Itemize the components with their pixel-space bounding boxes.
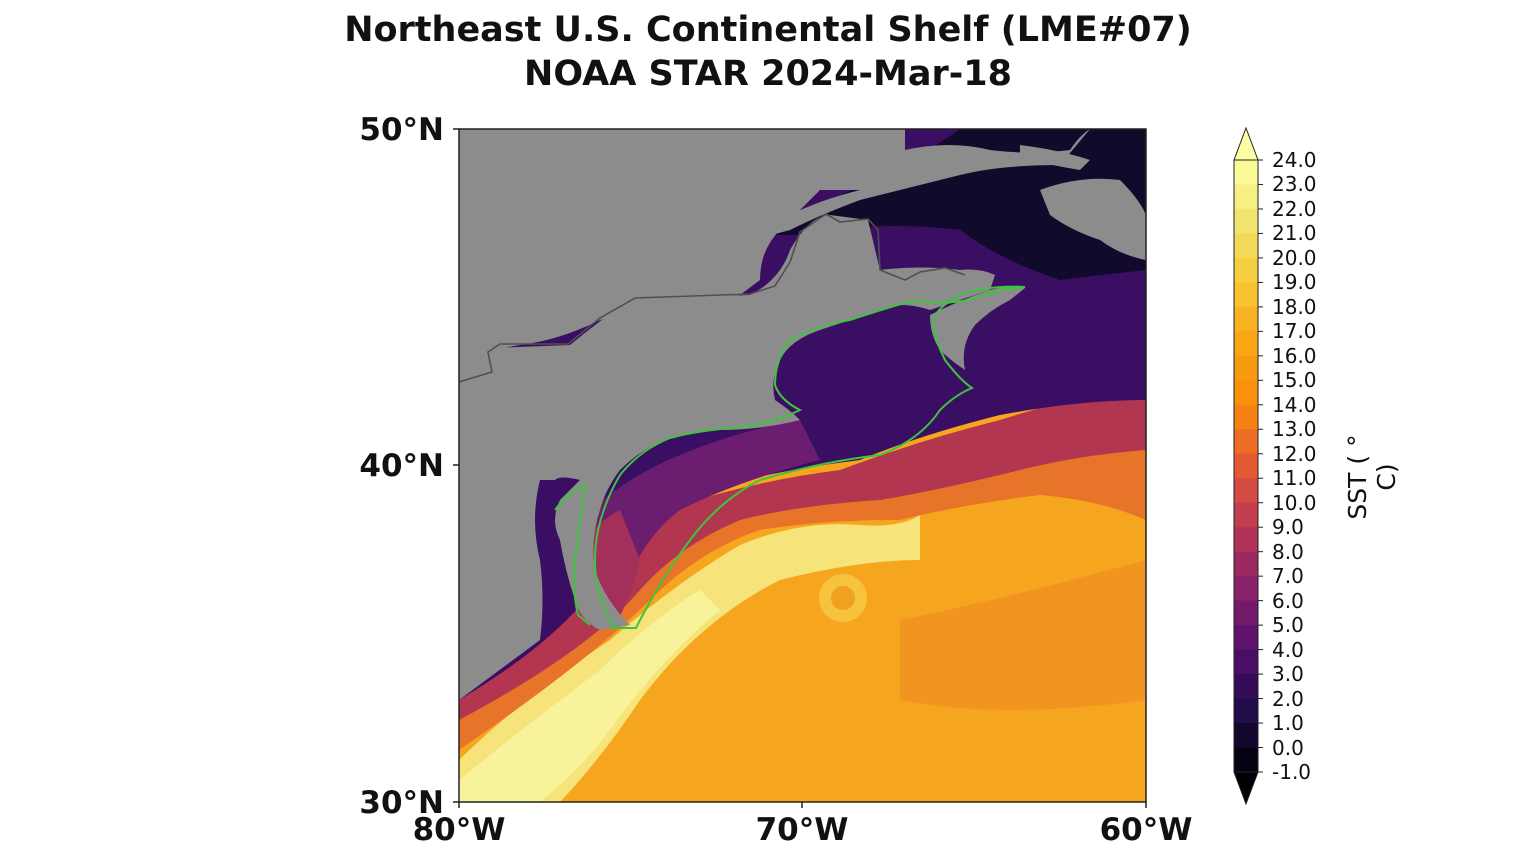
colorbar-segment [1234, 184, 1258, 210]
colorbar-tick-label: 3.0 [1272, 662, 1304, 687]
colorbar-tick-label: 15.0 [1272, 368, 1317, 393]
border-line [459, 213, 966, 383]
colorbar-segment [1234, 233, 1258, 259]
lon-label-80w: 80°W [412, 812, 506, 848]
newfoundland [1040, 178, 1146, 260]
colorbar-segment [1234, 306, 1258, 332]
colorbar-segment [1234, 723, 1258, 749]
colorbar-tick-label: 24.0 [1272, 148, 1317, 172]
colorbar-segment [1234, 453, 1258, 479]
lon-label-70w: 70°W [755, 812, 849, 848]
front-orange [459, 440, 1146, 750]
colorbar-tick-label: 21.0 [1272, 221, 1317, 246]
colorbar-tick-label: 19.0 [1272, 270, 1317, 295]
map-subtitle: NOAA STAR 2024-Mar-18 [524, 54, 1012, 94]
chesapeake-coast [554, 483, 591, 626]
colorbar-segment [1234, 355, 1258, 381]
colorbar-tick-label: 11.0 [1272, 466, 1317, 491]
colorbar-segment [1234, 282, 1258, 308]
colorbar-tick-label: 23.0 [1272, 172, 1317, 197]
colorbar-segment [1234, 404, 1258, 430]
colorbar-segment [1234, 502, 1258, 528]
colorbar-tick-label: 14.0 [1272, 392, 1317, 417]
colorbar-frame [1233, 159, 1259, 773]
colorbar-segment [1234, 429, 1258, 455]
lme-boundary [610, 285, 1026, 629]
slope-water [459, 380, 1146, 720]
colorbar-segment [1234, 331, 1258, 357]
colorbar-tick-label: 17.0 [1272, 319, 1317, 344]
coastline [594, 286, 1026, 629]
colorbar-tick-label: 20.0 [1272, 245, 1317, 270]
lon-label-60w: 60°W [1099, 812, 1193, 848]
map-title: Northeast U.S. Continental Shelf (LME#07… [344, 10, 1192, 50]
warm-eddy-core [831, 586, 855, 610]
lat-label-30n: 30°N [359, 785, 444, 821]
cold-north [760, 129, 1146, 280]
lat-label-50n: 50°N [359, 112, 444, 148]
colorbar-tick-label: 18.0 [1272, 294, 1317, 319]
lat-label-40n: 40°N [359, 448, 444, 484]
colorbar-tick-label: 8.0 [1272, 539, 1304, 564]
colorbar-tick-label: 9.0 [1272, 515, 1304, 540]
colorbar-segment [1234, 576, 1258, 602]
gulf-island [1020, 145, 1090, 170]
colorbar-tick-label: 22.0 [1272, 196, 1317, 221]
colorbar-extend-min [1233, 771, 1259, 806]
gulf-stream-core [459, 590, 720, 802]
colorbar-tick-label: 13.0 [1272, 417, 1317, 442]
colorbar-tick-label: 16.0 [1272, 343, 1317, 368]
us-land [459, 215, 995, 700]
sst-colorbar [1233, 126, 1263, 806]
colorbar-title: SST ( ° C) [1343, 434, 1401, 520]
colorbar-segment [1234, 257, 1258, 283]
colorbar-segment [1234, 625, 1258, 651]
land-mass [459, 129, 1090, 385]
colorbar-segment [1234, 649, 1258, 675]
colorbar-segment [1234, 551, 1258, 577]
colorbar-segment [1234, 600, 1258, 626]
colorbar-tick-label: 10.0 [1272, 490, 1317, 515]
colorbar-segment [1234, 527, 1258, 553]
colorbar-segment [1234, 208, 1258, 235]
colorbar-tick-label: 5.0 [1272, 613, 1304, 638]
colorbar-tick-label: 2.0 [1272, 686, 1304, 711]
colorbar-tick-label: 7.0 [1272, 564, 1304, 589]
colorbar-segment [1234, 698, 1258, 724]
ocean-orange-patch [900, 560, 1146, 710]
colorbar-segment [1234, 478, 1258, 504]
colorbar-extend-max [1233, 126, 1259, 161]
mid-atlantic-shelf [580, 420, 820, 620]
colorbar-tick-label: 0.0 [1272, 735, 1304, 760]
nova-scotia [930, 286, 1025, 370]
colorbar-tick-label: -1.0 [1272, 760, 1312, 784]
colorbar-segment [1234, 747, 1258, 773]
colorbar-segment [1234, 160, 1258, 186]
colorbar-segment [1234, 380, 1258, 406]
colorbar-tick-label: 6.0 [1272, 588, 1304, 613]
colorbar-segment [1234, 674, 1258, 700]
colorbar-tick-label: 1.0 [1272, 711, 1304, 736]
colorbar-tick-label: 4.0 [1272, 637, 1304, 662]
colorbar-tick-label: 12.0 [1272, 441, 1317, 466]
